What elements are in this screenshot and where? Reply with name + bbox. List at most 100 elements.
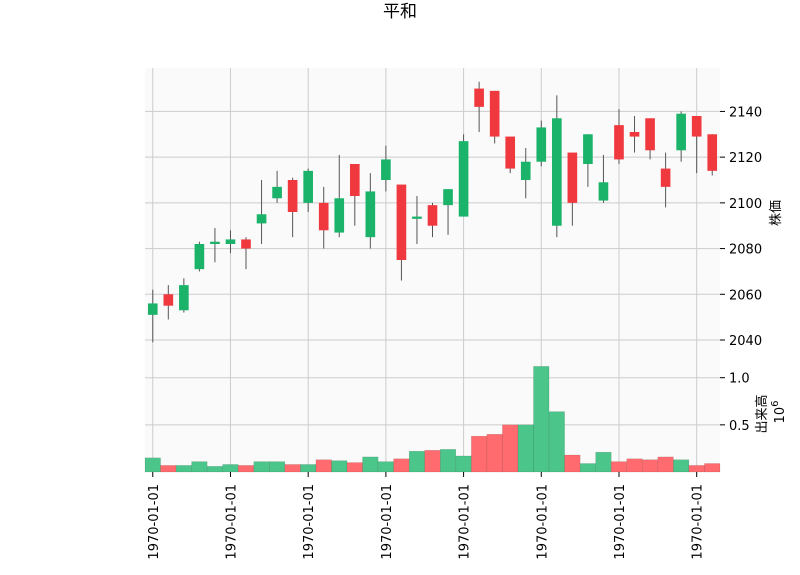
candle-body [272,186,282,199]
volume-bar [533,366,550,473]
candle-body [660,168,671,187]
candle-body [707,134,718,171]
candle-body [691,116,702,137]
volume-bars [144,366,721,473]
volume-tick-label: 1.0 [729,372,750,387]
x-tick-label: 1970-01-01 [302,484,317,560]
volume-bar [704,463,721,473]
x-tick-label: 1970-01-01 [458,484,473,560]
candle-body [225,239,236,244]
volume-scale-exponent: 6 [770,401,781,407]
volume-bar [502,424,519,473]
volume-scale-base: 10 [773,407,788,424]
candle-body [179,285,189,311]
candle-body [583,134,593,164]
x-tick-label: 1970-01-01 [613,484,628,560]
candle-body [396,184,407,260]
candle-body [458,141,469,217]
x-tick-label: 1970-01-01 [147,484,162,560]
volume-bar [673,459,690,473]
volume-bar [175,465,192,473]
price-tick-label: 2140 [729,105,762,120]
volume-bar [362,456,379,473]
volume-bar [595,451,612,473]
candle-body [443,189,453,206]
candle-body [536,127,547,162]
chart-title: 平和 [383,2,417,22]
candle-body [349,164,360,196]
volume-bar [393,458,410,473]
volume-bar [579,463,596,473]
volume-bar [424,450,441,473]
candle-body [520,161,531,180]
candle-body [645,118,655,151]
volume-bar [626,458,643,473]
x-tick-label: 1970-01-01 [224,484,239,560]
volume-bar [610,461,628,473]
volume-axis-label: 出来高 [754,394,770,433]
price-tick-label: 2080 [729,243,762,258]
candle-body [567,152,578,203]
volume-bar [455,455,472,473]
volume-bar [688,465,705,473]
candle-body [147,303,158,315]
volume-bar [253,461,270,473]
volume-scale-label: 106 [770,401,788,424]
candle-body [412,216,422,219]
volume-bar [269,461,286,473]
volume-tick-label: 0.5 [729,419,750,434]
candle-body [241,239,251,249]
price-axis-label: 株価 [769,200,784,226]
candle-body [676,113,686,151]
volume-bar [315,459,332,473]
volume-bar [408,451,425,473]
volume-grid [145,356,720,472]
volume-bar [331,460,348,473]
candle-body [474,88,484,107]
x-tick-label: 1970-01-01 [691,484,706,560]
volume-bar [300,464,317,473]
candle-body [365,191,376,238]
candle-body [598,182,609,201]
candle-body [334,198,345,233]
candle-body [552,118,562,226]
x-tick-label: 1970-01-01 [535,484,550,560]
price-axis: 2040 2060 2080 2100 2120 2140 [720,105,762,349]
candle-body [505,136,516,169]
candle-body [163,294,174,306]
candle-body [614,125,624,160]
candle-body [427,205,438,226]
price-tick-label: 2120 [729,151,762,166]
candle-body [318,202,329,231]
candles [147,81,718,343]
candle-body [256,214,267,224]
price-tick-label: 2040 [729,334,762,349]
volume-bar [144,457,161,473]
volume-bar [486,434,503,473]
volume-bar [440,449,457,473]
price-tick-label: 2100 [729,197,762,212]
candle-body [629,132,640,137]
volume-bar [642,459,659,473]
volume-bar [284,464,301,473]
volume-bar [564,454,581,473]
volume-bar [222,464,239,473]
candle-body [489,90,500,137]
candle-body [287,180,298,212]
volume-bar [657,456,674,473]
x-axis: 1970-01-01 1970-01-01 1970-01-01 1970-01-01… [147,472,706,560]
volume-bar [346,462,363,473]
volume-axis: 0.5 1.0 [720,372,750,434]
volume-bar [191,461,208,473]
volume-bar [471,435,488,473]
volume-bar [548,411,565,473]
volume-bar [160,465,177,473]
volume-bar [237,465,255,473]
price-tick-label: 2060 [729,288,762,303]
x-tick-label: 1970-01-01 [380,484,395,560]
candle-body [303,170,313,203]
volume-bar [377,461,394,473]
volume-bar [206,466,223,473]
candle-body [194,244,205,270]
